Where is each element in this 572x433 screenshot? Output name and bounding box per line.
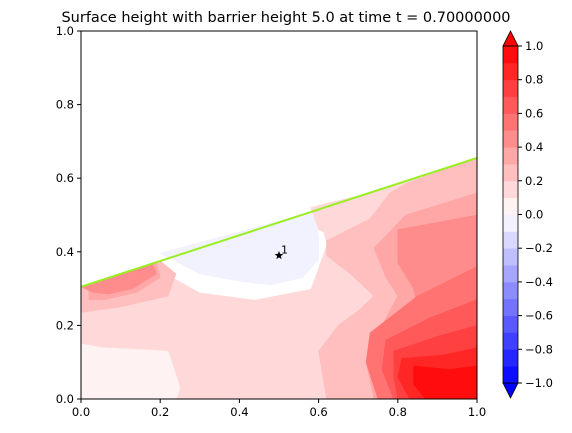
colorbar-tick-label: 0.0 [525,208,543,222]
colorbar-band [503,197,518,215]
colorbar-extend-top [502,30,519,47]
marker-star [274,251,284,260]
x-tick-label: 0.8 [389,405,407,419]
y-tick-label: 0.4 [56,245,74,259]
colorbar-band [503,231,518,249]
y-tick-label: 1.0 [56,24,74,38]
colorbar-tick-label: −0.8 [525,342,553,356]
colorbar-band [503,265,518,283]
colorbar-tick-label: 1.0 [525,39,543,53]
colorbar-band [503,315,518,333]
marker-label: 1 [281,243,288,256]
colorbar-band [503,298,518,316]
y-tick-label: 0.0 [56,392,74,406]
y-tick-label: 0.2 [56,318,74,332]
colorbar-tick-label: −0.4 [525,275,553,289]
chart-title: Surface height with barrier height 5.0 a… [61,10,510,26]
colorbar-band [503,281,518,300]
x-tick-label: 0.0 [72,405,90,419]
contour-region-1 [81,343,181,399]
contour-regions [81,157,477,399]
y-axis: 0.0 0.2 0.4 0.6 0.8 1.0 [56,24,81,406]
colorbar-band [503,46,518,64]
x-tick-label: 0.6 [309,405,327,419]
colorbar-band [503,214,518,232]
colorbar: −1.0 −0.8 −0.6 −0.4 −0.2 0.0 0.2 0.4 0.6 0.8 1.0 [502,30,553,399]
colorbar-tick-label: 0.8 [525,73,543,87]
colorbar-band [503,130,518,148]
colorbar-tick-label: −1.0 [525,376,553,390]
colorbar-tick-label: −0.2 [525,241,553,255]
colorbar-band [503,96,518,114]
colorbar-band [503,180,518,199]
colorbar-band [503,79,518,97]
colorbar-tick-label: 0.6 [525,106,543,120]
x-tick-label: 0.4 [230,405,248,419]
y-tick-label: 0.8 [56,98,74,112]
colorbar-tick-label: 0.4 [525,140,543,154]
colorbar-extend-bottom [502,382,519,399]
x-tick-label: 0.2 [151,405,169,419]
colorbar-band [503,113,518,131]
colorbar-tick-label: 0.2 [525,174,543,188]
contour-region-16 [413,365,477,399]
barrier-layer [81,157,477,288]
plot-frame [80,30,478,400]
colorbar-band [503,349,518,367]
colorbar-band [503,248,518,266]
marker-layer: 1 [274,243,288,260]
colorbar-band [503,147,518,165]
x-tick-label: 1.0 [468,405,486,419]
barrier-line [81,157,477,288]
colorbar-band [503,332,518,350]
y-tick-label: 0.6 [56,171,74,185]
colorbar-band [503,62,518,81]
x-axis: 0.0 0.2 0.4 0.6 0.8 1.0 [72,399,486,419]
colorbar-band [503,163,518,182]
colorbar-tick-label: −0.6 [525,309,553,323]
colorbar-band [503,366,518,384]
